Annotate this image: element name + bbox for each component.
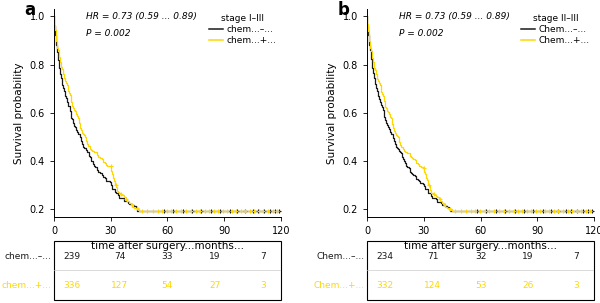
Text: 7: 7: [573, 252, 579, 261]
Text: b: b: [338, 1, 349, 19]
Text: 19: 19: [523, 252, 534, 261]
Text: 32: 32: [475, 252, 486, 261]
X-axis label: time after surgery...months...: time after surgery...months...: [91, 241, 244, 251]
Text: 71: 71: [427, 252, 439, 261]
Text: 336: 336: [64, 281, 81, 290]
Text: HR = 0.73 (0.59 ... 0.89): HR = 0.73 (0.59 ... 0.89): [86, 12, 197, 21]
Text: 124: 124: [424, 281, 442, 290]
Text: 74: 74: [114, 252, 125, 261]
Text: 234: 234: [377, 252, 394, 261]
Text: 7: 7: [260, 252, 266, 261]
Text: HR = 0.73 (0.59 ... 0.89): HR = 0.73 (0.59 ... 0.89): [399, 12, 510, 21]
Text: 53: 53: [475, 281, 487, 290]
Y-axis label: Survival probability: Survival probability: [327, 62, 337, 164]
Text: 239: 239: [64, 252, 81, 261]
Text: P = 0.002: P = 0.002: [86, 29, 130, 38]
Text: Chem...–...: Chem...–...: [317, 252, 365, 261]
Text: 33: 33: [161, 252, 173, 261]
Legend: chem...–..., chem...+...: chem...–..., chem...+...: [206, 10, 280, 49]
Text: 127: 127: [111, 281, 128, 290]
X-axis label: time after surgery...months...: time after surgery...months...: [404, 241, 557, 251]
Text: chem...+...: chem...+...: [2, 281, 52, 290]
Y-axis label: Survival probability: Survival probability: [14, 62, 24, 164]
Text: 54: 54: [162, 281, 173, 290]
Text: 19: 19: [209, 252, 221, 261]
Legend: Chem...–..., Chem...+...: Chem...–..., Chem...+...: [518, 10, 593, 49]
Text: chem...–...: chem...–...: [5, 252, 52, 261]
Text: 332: 332: [377, 281, 394, 290]
Text: a: a: [25, 1, 35, 19]
Text: 3: 3: [573, 281, 579, 290]
Text: 3: 3: [260, 281, 266, 290]
Text: P = 0.002: P = 0.002: [399, 29, 443, 38]
Text: 27: 27: [209, 281, 221, 290]
Text: Chem...+...: Chem...+...: [314, 281, 365, 290]
Text: 26: 26: [523, 281, 534, 290]
